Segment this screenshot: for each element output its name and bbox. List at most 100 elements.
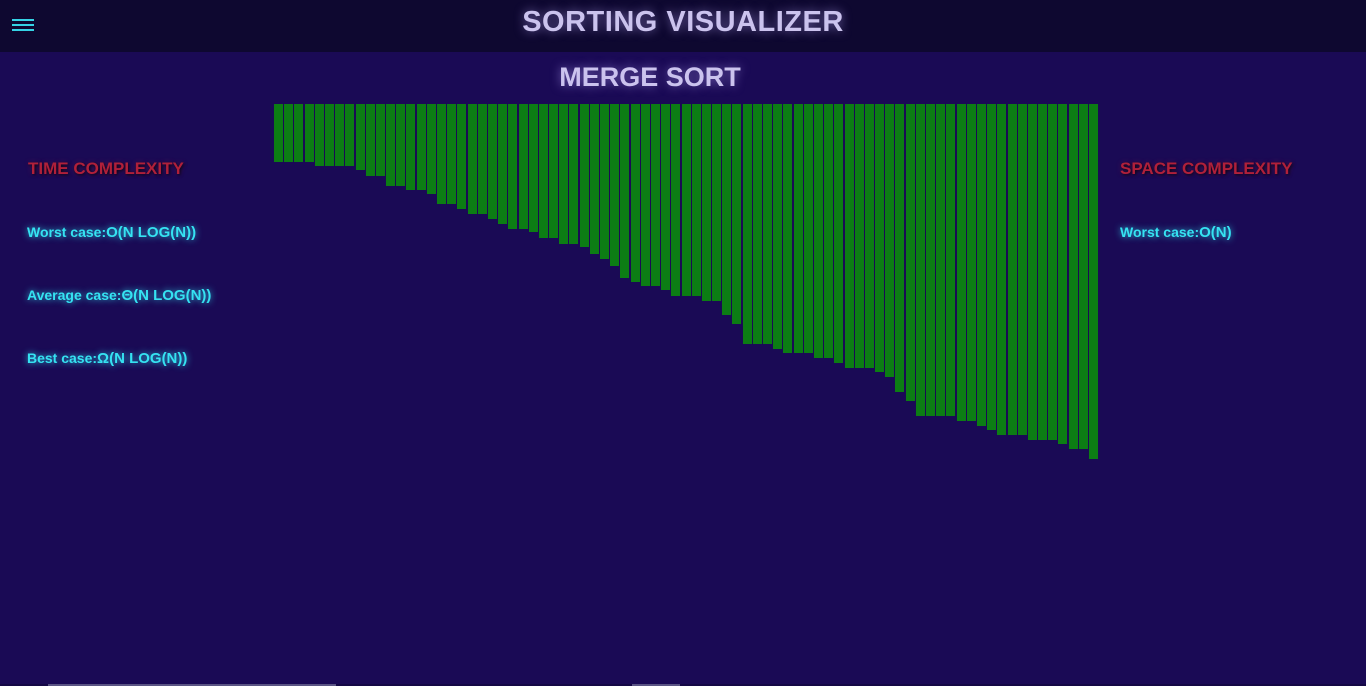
array-bar (956, 104, 966, 421)
array-bar (294, 104, 304, 162)
array-bar (997, 104, 1007, 435)
array-bar (569, 104, 579, 244)
array-bar (722, 104, 732, 315)
scrollbar-thumb-secondary[interactable] (632, 684, 680, 686)
array-bar (895, 104, 905, 392)
array-bar (936, 104, 946, 416)
array-bar (528, 104, 538, 232)
array-bar (793, 104, 803, 353)
array-bar (773, 104, 783, 349)
array-bar (284, 104, 294, 162)
array-bar (885, 104, 895, 377)
array-bar (742, 104, 752, 344)
array-bar (752, 104, 762, 344)
array-bar (864, 104, 874, 368)
array-bar (345, 104, 355, 166)
array-bar (926, 104, 935, 416)
horizontal-scrollbar[interactable] (0, 684, 1366, 686)
time-complexity-heading: TIME COMPLEXITY (28, 159, 184, 178)
array-bar (487, 104, 497, 219)
app-title: SORTING VISUALIZER (522, 6, 844, 38)
time-worst-case-label: Worst case: (27, 224, 107, 240)
array-bar (477, 104, 487, 214)
array-bar (946, 104, 956, 416)
array-bar (538, 104, 548, 238)
array-bar (671, 104, 681, 296)
array-bar (763, 104, 772, 344)
array-bar (386, 104, 396, 186)
array-bar (844, 104, 854, 368)
space-worst-case-value: O(N) (1199, 224, 1232, 241)
array-bar (905, 104, 915, 401)
time-best-case: Best case:Ω(N LOG(N)) (27, 350, 187, 367)
array-bar (416, 104, 426, 190)
array-bar (355, 104, 365, 170)
array-bar (518, 104, 528, 229)
array-bar (712, 104, 722, 301)
array-bar (314, 104, 324, 166)
array-bar (650, 104, 660, 286)
array-bar (274, 104, 283, 162)
array-bar (549, 104, 559, 238)
array-bar (732, 104, 742, 324)
array-bar (630, 104, 640, 282)
space-worst-case-label: Worst case: (1120, 224, 1200, 240)
array-bar (600, 104, 609, 259)
array-bar (824, 104, 834, 358)
array-bar (1027, 104, 1037, 440)
array-bar (681, 104, 691, 296)
hamburger-menu-icon[interactable] (12, 16, 34, 36)
array-bar (834, 104, 844, 363)
algorithm-title: MERGE SORT (559, 62, 741, 92)
array-bar (987, 104, 997, 430)
array-bar (396, 104, 406, 186)
array-bar (915, 104, 925, 416)
array-bar (976, 104, 986, 426)
array-bar (457, 104, 467, 209)
array-bar (508, 104, 518, 229)
array-bar (640, 104, 650, 286)
array-bar (437, 104, 446, 204)
array-bar (498, 104, 508, 224)
array-bar (1048, 104, 1058, 440)
array-bar (854, 104, 864, 368)
array-bar (579, 104, 589, 247)
array-bar (1078, 104, 1088, 449)
array-bar (1017, 104, 1027, 435)
array-bar (467, 104, 477, 214)
array-bars-container (274, 104, 1098, 464)
time-average-case-value: Θ(N LOG(N)) (121, 287, 212, 304)
time-worst-case: Worst case:O(N LOG(N)) (27, 224, 196, 241)
time-average-case-label: Average case: (27, 287, 122, 303)
space-complexity-heading: SPACE COMPLEXITY (1120, 159, 1293, 178)
array-bar (620, 104, 630, 278)
time-average-case: Average case:Θ(N LOG(N)) (27, 287, 211, 304)
array-bar (813, 104, 823, 358)
scrollbar-thumb[interactable] (48, 684, 336, 686)
array-bar (610, 104, 620, 266)
array-bar (447, 104, 457, 204)
array-bar (426, 104, 436, 194)
array-bar (1058, 104, 1068, 444)
array-bar (1089, 104, 1098, 459)
space-worst-case: Worst case:O(N) (1120, 224, 1232, 241)
top-navbar: SORTING VISUALIZER (0, 0, 1366, 52)
array-bar (661, 104, 671, 290)
array-bar (304, 104, 314, 162)
array-bar (559, 104, 569, 244)
time-worst-case-value: O(N LOG(N)) (106, 224, 197, 241)
array-bar (966, 104, 976, 421)
time-best-case-label: Best case: (27, 350, 98, 366)
time-best-case-value: Ω(N LOG(N)) (97, 350, 188, 367)
array-bar (691, 104, 701, 296)
array-bar (1038, 104, 1048, 440)
array-bar (1068, 104, 1078, 449)
array-bar (803, 104, 813, 353)
array-bar (335, 104, 345, 166)
array-bar (783, 104, 793, 353)
array-bar (324, 104, 334, 166)
array-bar (701, 104, 711, 301)
array-bar (1007, 104, 1017, 435)
array-bar (875, 104, 885, 372)
array-bar (365, 104, 375, 176)
